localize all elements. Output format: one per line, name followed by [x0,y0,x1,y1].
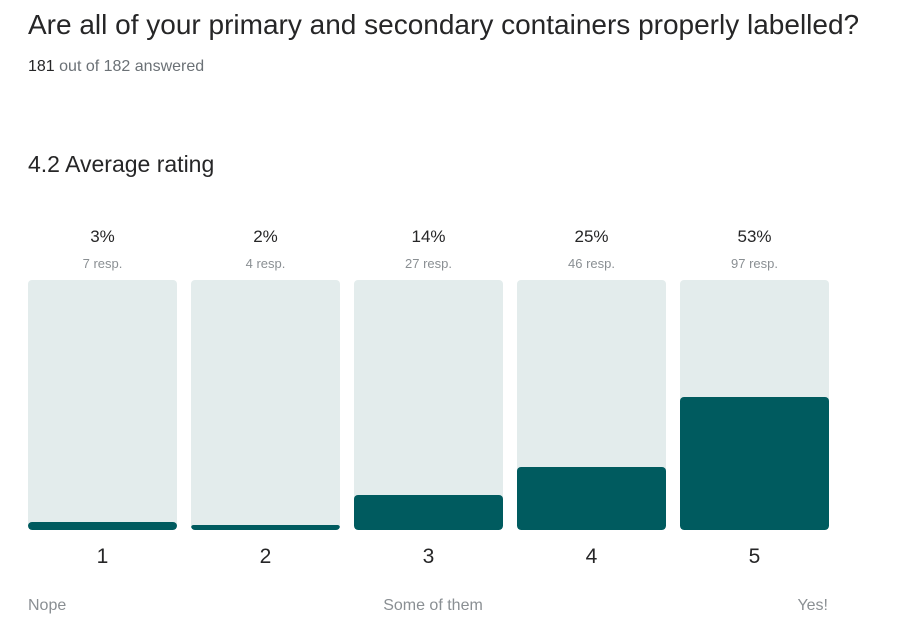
question-title: Are all of your primary and secondary co… [28,9,860,40]
bar-track [680,280,829,530]
rating-column-1: 3% 7 resp. 1 [28,0,177,630]
scale-label-low: Nope [28,597,67,614]
response-count-label: 27 resp. [405,256,452,271]
rating-value-label: 1 [96,545,109,568]
percent-label: 53% [737,227,772,246]
rating-column-4: 25% 46 resp. 4 [517,0,666,630]
response-count-label: 7 resp. [82,256,123,271]
bar [517,467,666,530]
rating-value-label: 5 [748,545,761,568]
answered-summary: 181 out of 182 answered [28,58,204,76]
bar [680,397,829,530]
scale-label-mid: Some of them [383,597,483,614]
bar-track [28,280,177,530]
response-count-label: 46 resp. [568,256,615,271]
bar-track [191,280,340,530]
percent-label: 2% [253,227,278,246]
scale-label-high: Yes! [797,597,828,614]
bar [28,522,177,530]
response-count-label: 4 resp. [245,256,286,271]
rating-column-3: 14% 27 resp. 3 [354,0,503,630]
rating-value-label: 2 [259,545,272,568]
response-count-label: 97 resp. [731,256,778,271]
percent-label: 3% [90,227,115,246]
rating-value-label: 3 [422,545,435,568]
answered-count: 181 [28,58,55,75]
bar-track [354,280,503,530]
bar [354,495,503,530]
bar-track [517,280,666,530]
rating-column-2: 2% 4 resp. 2 [191,0,340,630]
percent-label: 25% [574,227,609,246]
rating-column-5: 53% 97 resp. 5 [680,0,829,630]
percent-label: 14% [411,227,446,246]
bar [191,525,340,530]
average-rating: 4.2 Average rating [28,151,215,177]
answered-suffix: out of 182 answered [59,58,205,75]
rating-value-label: 4 [585,545,598,568]
